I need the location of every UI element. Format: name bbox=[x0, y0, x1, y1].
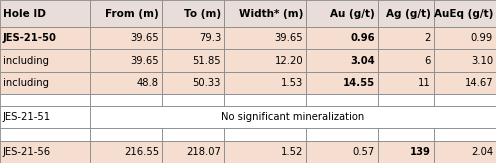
Bar bbox=[0, 141, 90, 163]
Bar bbox=[90, 72, 162, 94]
Text: 39.65: 39.65 bbox=[130, 33, 159, 43]
Bar bbox=[224, 0, 306, 27]
Bar bbox=[90, 0, 162, 27]
Bar bbox=[90, 94, 162, 106]
Bar bbox=[0, 106, 90, 128]
Bar bbox=[90, 128, 162, 141]
Text: 1.52: 1.52 bbox=[281, 147, 303, 157]
Text: including: including bbox=[3, 78, 49, 88]
Bar bbox=[306, 94, 378, 106]
Bar bbox=[0, 0, 90, 27]
Bar bbox=[306, 128, 378, 141]
Text: 216.55: 216.55 bbox=[124, 147, 159, 157]
Bar bbox=[378, 0, 434, 27]
Text: including: including bbox=[3, 56, 49, 66]
Text: 11: 11 bbox=[418, 78, 431, 88]
Text: 1.53: 1.53 bbox=[281, 78, 303, 88]
Text: 0.57: 0.57 bbox=[353, 147, 375, 157]
Text: 79.3: 79.3 bbox=[199, 33, 221, 43]
Text: Au (g/t): Au (g/t) bbox=[330, 9, 375, 19]
Text: JES-21-51: JES-21-51 bbox=[3, 112, 51, 122]
Bar bbox=[162, 72, 224, 94]
Bar bbox=[224, 72, 306, 94]
Text: 39.65: 39.65 bbox=[274, 33, 303, 43]
Text: 0.96: 0.96 bbox=[350, 33, 375, 43]
Bar bbox=[378, 94, 434, 106]
Text: From (m): From (m) bbox=[105, 9, 159, 19]
Text: 218.07: 218.07 bbox=[186, 147, 221, 157]
Text: No significant mineralization: No significant mineralization bbox=[221, 112, 365, 122]
Bar bbox=[224, 27, 306, 49]
Text: 3.04: 3.04 bbox=[350, 56, 375, 66]
Text: 39.65: 39.65 bbox=[130, 56, 159, 66]
Bar bbox=[434, 0, 496, 27]
Bar bbox=[378, 72, 434, 94]
Bar bbox=[0, 27, 90, 49]
Bar bbox=[162, 128, 224, 141]
Bar bbox=[434, 141, 496, 163]
Bar bbox=[306, 27, 378, 49]
Text: Hole ID: Hole ID bbox=[3, 9, 46, 19]
Text: 14.67: 14.67 bbox=[464, 78, 493, 88]
Bar bbox=[434, 94, 496, 106]
Bar bbox=[224, 128, 306, 141]
Text: JES-21-50: JES-21-50 bbox=[3, 33, 57, 43]
Bar bbox=[162, 141, 224, 163]
Bar bbox=[162, 49, 224, 72]
Bar bbox=[224, 141, 306, 163]
Bar bbox=[224, 94, 306, 106]
Bar bbox=[306, 0, 378, 27]
Bar bbox=[90, 141, 162, 163]
Text: 2.04: 2.04 bbox=[471, 147, 493, 157]
Bar bbox=[162, 94, 224, 106]
Text: To (m): To (m) bbox=[184, 9, 221, 19]
Bar bbox=[0, 72, 90, 94]
Text: 2: 2 bbox=[425, 33, 431, 43]
Text: 50.33: 50.33 bbox=[192, 78, 221, 88]
Text: 0.99: 0.99 bbox=[471, 33, 493, 43]
Text: 48.8: 48.8 bbox=[137, 78, 159, 88]
Bar bbox=[434, 49, 496, 72]
Text: 51.85: 51.85 bbox=[192, 56, 221, 66]
Bar bbox=[434, 27, 496, 49]
Bar bbox=[306, 72, 378, 94]
Bar bbox=[306, 49, 378, 72]
Bar bbox=[90, 27, 162, 49]
Text: 12.20: 12.20 bbox=[274, 56, 303, 66]
Bar bbox=[378, 49, 434, 72]
Bar bbox=[224, 49, 306, 72]
Bar bbox=[0, 49, 90, 72]
Bar bbox=[378, 141, 434, 163]
Bar bbox=[90, 106, 496, 128]
Text: Ag (g/t): Ag (g/t) bbox=[386, 9, 431, 19]
Text: Width* (m): Width* (m) bbox=[239, 9, 303, 19]
Bar bbox=[162, 0, 224, 27]
Text: 14.55: 14.55 bbox=[343, 78, 375, 88]
Bar bbox=[378, 27, 434, 49]
Bar bbox=[306, 141, 378, 163]
Bar bbox=[90, 49, 162, 72]
Text: JES-21-56: JES-21-56 bbox=[3, 147, 51, 157]
Bar bbox=[0, 94, 90, 106]
Text: 3.10: 3.10 bbox=[471, 56, 493, 66]
Bar bbox=[378, 128, 434, 141]
Bar bbox=[434, 72, 496, 94]
Bar bbox=[0, 128, 90, 141]
Text: 6: 6 bbox=[425, 56, 431, 66]
Text: AuEq (g/t): AuEq (g/t) bbox=[434, 9, 493, 19]
Bar bbox=[434, 128, 496, 141]
Text: 139: 139 bbox=[410, 147, 431, 157]
Bar bbox=[162, 27, 224, 49]
